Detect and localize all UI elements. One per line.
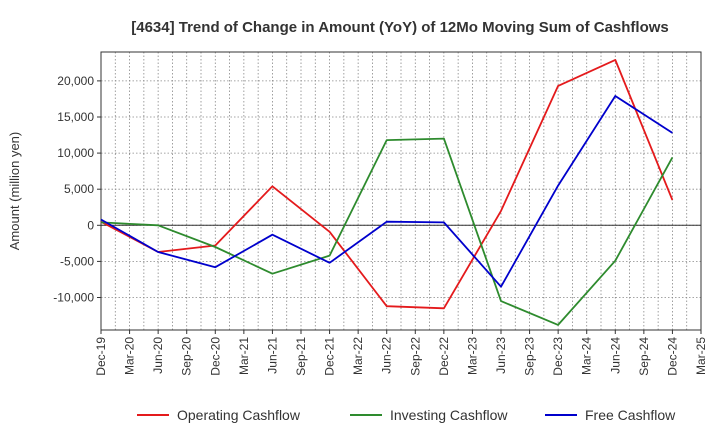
y-tick-label: 15,000 — [57, 110, 94, 124]
y-tick-label: 10,000 — [57, 146, 94, 160]
series-line-free-cashflow — [100, 95, 673, 288]
y-axis-ticks: -10,000 -5,000 0 5,000 10,000 15,000 20,000 — [53, 74, 101, 305]
x-tick-label: Jun-24 — [608, 337, 622, 374]
y-tick-label: 20,000 — [57, 74, 94, 88]
legend-label-free-cashflow: Free Cashflow — [585, 407, 676, 423]
y-tick-label: 0 — [87, 218, 94, 232]
legend-label-operating-cashflow: Operating Cashflow — [177, 407, 301, 423]
x-tick-label: Mar-20 — [123, 337, 137, 375]
series-line-investing-cashflow — [100, 137, 674, 326]
x-tick-label: Dec-24 — [665, 337, 679, 376]
x-tick-label: Dec-23 — [551, 337, 565, 376]
x-tick-label: Jun-21 — [265, 337, 279, 374]
x-tick-label: Mar-21 — [237, 337, 251, 375]
plot-area-frame — [100, 51, 702, 331]
legend-label-investing-cashflow: Investing Cashflow — [390, 407, 508, 423]
x-tick-label: Mar-24 — [580, 337, 594, 375]
y-tick-label: 5,000 — [64, 182, 94, 196]
x-axis-ticks: Dec-19 Mar-20 Jun-20 Sep-20 Dec-20 Mar-21 Jun-… — [94, 330, 708, 376]
chart-title: [4634] Trend of Change in Amount (YoY) o… — [131, 19, 669, 36]
x-tick-label: Sep-23 — [523, 337, 537, 376]
series-line-operating-cashflow — [100, 59, 674, 310]
x-tick-label: Jun-23 — [494, 337, 508, 374]
x-tick-label: Mar-23 — [465, 337, 479, 375]
x-tick-label: Jun-22 — [380, 337, 394, 374]
x-tick-label: Mar-22 — [351, 337, 365, 375]
x-tick-label: Sep-21 — [294, 337, 308, 376]
x-tick-label: Dec-19 — [94, 337, 108, 376]
gridlines — [100, 52, 702, 330]
legend: Operating Cashflow Investing Cashflow Free… — [137, 407, 676, 423]
y-tick-label: -5,000 — [60, 254, 94, 268]
y-axis-label: Amount (million yen) — [7, 132, 22, 251]
x-tick-label: Sep-22 — [408, 337, 422, 376]
series-lines — [100, 59, 674, 326]
x-tick-label: Mar-25 — [694, 337, 708, 375]
x-tick-label: Dec-21 — [323, 337, 337, 376]
x-tick-label: Jun-20 — [151, 337, 165, 374]
x-tick-label: Sep-20 — [180, 337, 194, 376]
y-tick-label: -10,000 — [53, 291, 94, 305]
x-tick-label: Dec-22 — [437, 337, 451, 376]
x-tick-label: Sep-24 — [637, 337, 651, 376]
x-tick-label: Dec-20 — [208, 337, 222, 376]
